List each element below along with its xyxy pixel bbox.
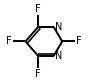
- Text: N: N: [55, 51, 63, 61]
- Text: F: F: [35, 4, 40, 14]
- Text: N: N: [55, 22, 63, 32]
- Text: F: F: [6, 36, 12, 46]
- Text: F: F: [35, 69, 40, 79]
- Text: F: F: [76, 36, 81, 46]
